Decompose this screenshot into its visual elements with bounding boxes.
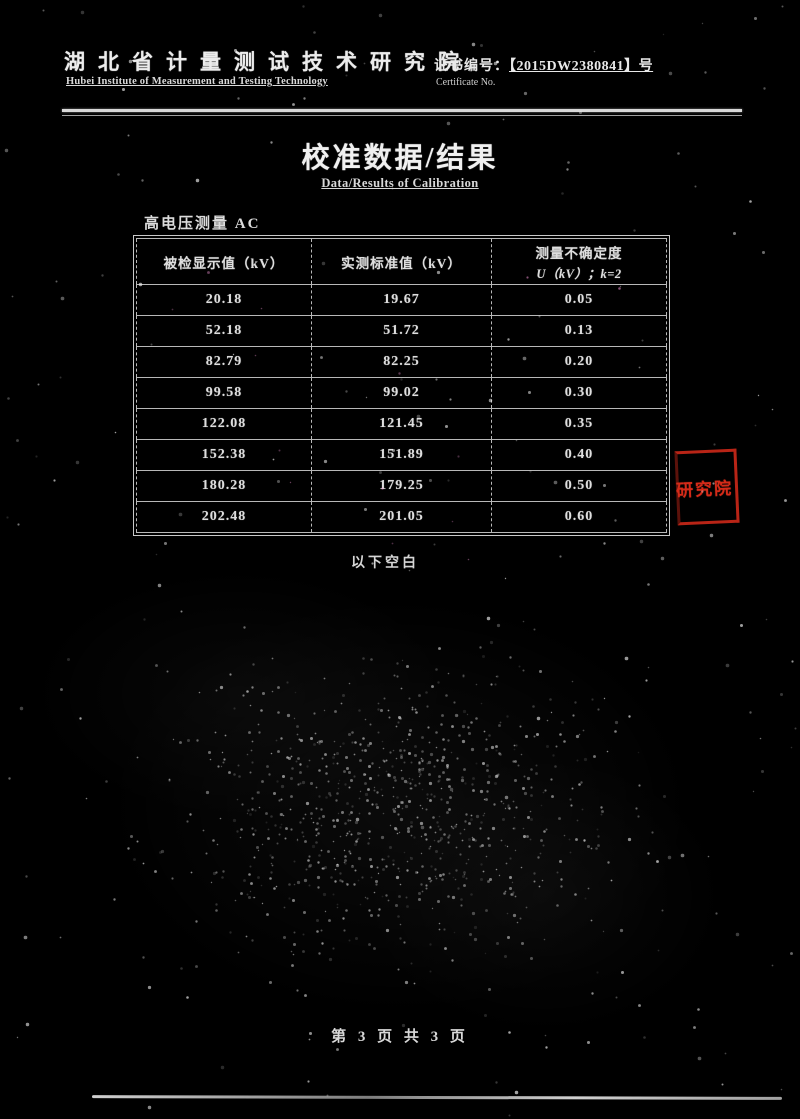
certificate-number-label-en: Certificate No. xyxy=(436,77,495,88)
table-cell: 202.48 xyxy=(137,502,312,533)
certificate-number-line: 证书编号：【2015DW2380841】号 xyxy=(434,55,653,75)
calibration-table: 被检显示值（kV） 实测标准值（kV） 测量不确定度 U（kV）；k=2 20.… xyxy=(133,235,670,536)
table-cell: 0.20 xyxy=(492,347,667,378)
certificate-number-label-cn: 证书编号： xyxy=(434,59,509,74)
page-title-cn: 校准数据/结果 xyxy=(0,136,800,176)
table-cell: 180.28 xyxy=(137,471,312,502)
table-row: 82.79 82.25 0.20 xyxy=(137,347,667,378)
table-cell: 0.35 xyxy=(492,409,667,440)
table-row: 180.28 179.25 0.50 xyxy=(137,471,667,502)
col-header-standard-value: 实测标准值（kV） xyxy=(311,239,491,285)
table-cell: 179.25 xyxy=(311,471,491,502)
col-header-uncertainty: 测量不确定度 U（kV）；k=2 xyxy=(492,239,667,285)
scan-noise-uniform xyxy=(0,0,1,1)
page-title-en: Data/Results of Calibration xyxy=(0,176,800,191)
header-divider-thin xyxy=(62,115,742,116)
table-cell: 0.60 xyxy=(492,502,667,533)
section-label: 高电压测量 AC xyxy=(144,212,260,233)
table-row: 99.58 99.02 0.30 xyxy=(137,378,667,409)
table-cell: 99.02 xyxy=(311,378,491,409)
org-name-cn: 湖北省计量测试技术研究院 xyxy=(64,46,472,76)
table-cell: 0.40 xyxy=(492,440,667,471)
table-cell: 0.30 xyxy=(492,378,667,409)
table-cell: 82.25 xyxy=(311,347,491,378)
table-cell: 51.72 xyxy=(311,316,491,347)
table-cell: 121.45 xyxy=(311,409,491,440)
table-cell: 0.50 xyxy=(492,471,667,502)
table-cell: 99.58 xyxy=(137,378,312,409)
org-name-en: Hubei Institute of Measurement and Testi… xyxy=(66,76,328,87)
table-cell: 201.05 xyxy=(311,502,491,533)
table-cell: 52.18 xyxy=(137,316,312,347)
table-cell: 0.05 xyxy=(492,285,667,316)
end-of-data-note: 以下空白 xyxy=(0,552,770,572)
table-cell: 151.89 xyxy=(311,440,491,471)
table-row: 202.48 201.05 0.60 xyxy=(137,502,667,533)
table-cell: 82.79 xyxy=(137,347,312,378)
table-header-row: 被检显示值（kV） 实测标准值（kV） 测量不确定度 U（kV）；k=2 xyxy=(137,239,667,285)
table-cell: 152.38 xyxy=(137,440,312,471)
table-cell: 19.67 xyxy=(311,285,491,316)
scanned-certificate-page: 湖北省计量测试技术研究院 Hubei Institute of Measurem… xyxy=(0,0,800,1119)
table-cell: 20.18 xyxy=(137,285,312,316)
table-cell: 122.08 xyxy=(137,409,312,440)
bottom-scan-streak xyxy=(92,1095,782,1100)
table-row: 152.38 151.89 0.40 xyxy=(137,440,667,471)
certificate-number-value: 【2015DW2380841】号 xyxy=(509,59,653,74)
institute-stamp: 研究院 xyxy=(674,449,739,526)
table-row: 122.08 121.45 0.35 xyxy=(137,409,667,440)
institute-stamp-text: 研究院 xyxy=(676,474,734,501)
page-number-footer: 第 3 页 共 3 页 xyxy=(0,1025,800,1046)
header-divider-thick xyxy=(62,109,742,112)
col-header-displayed-value: 被检显示值（kV） xyxy=(137,239,312,285)
table-row: 52.18 51.72 0.13 xyxy=(137,316,667,347)
table-row: 20.18 19.67 0.05 xyxy=(137,285,667,316)
scan-noise-cluster xyxy=(0,0,1,1)
table-cell: 0.13 xyxy=(492,316,667,347)
